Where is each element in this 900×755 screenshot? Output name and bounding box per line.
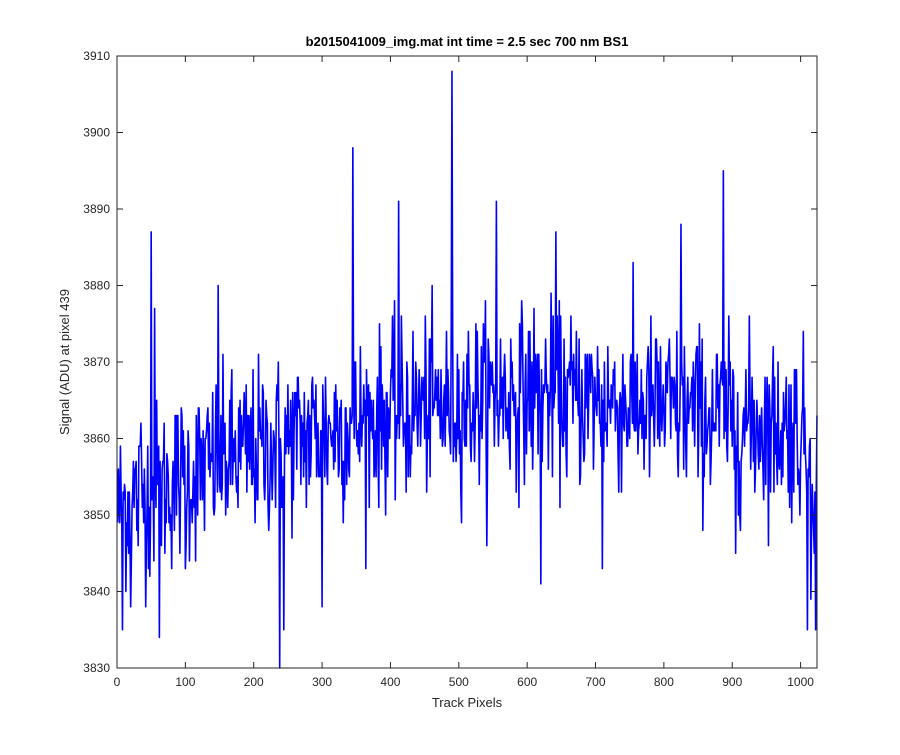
y-tick-label: 3860	[83, 432, 110, 446]
y-axis-label: Signal (ADU) at pixel 439	[57, 289, 72, 435]
x-tick-label: 200	[244, 675, 264, 689]
y-axis-ticks: 3830 3840 3850 3860 3870 3880 3890 3900 3910	[83, 49, 817, 675]
data-layer	[116, 70, 818, 669]
chart-title: b2015041009_img.mat int time = 2.5 sec 7…	[306, 34, 629, 49]
y-tick-label: 3840	[83, 585, 110, 599]
x-tick-label: 300	[312, 675, 332, 689]
x-tick-label: 1000	[787, 675, 814, 689]
x-axis-ticks: 0 100 200 300 400 500 600 700 800 900 1000	[114, 56, 814, 689]
x-axis-label: Track Pixels	[432, 695, 503, 710]
y-tick-label: 3890	[83, 202, 110, 216]
y-tick-label: 3830	[83, 661, 110, 675]
y-tick-label: 3880	[83, 279, 110, 293]
x-tick-label: 0	[114, 675, 121, 689]
x-tick-label: 500	[449, 675, 469, 689]
x-tick-label: 700	[586, 675, 606, 689]
y-tick-label: 3910	[83, 49, 110, 63]
x-tick-label: 600	[517, 675, 537, 689]
y-tick-label: 3900	[83, 126, 110, 140]
series-line	[116, 70, 818, 669]
y-tick-label: 3870	[83, 355, 110, 369]
x-tick-label: 400	[380, 675, 400, 689]
x-tick-label: 900	[722, 675, 742, 689]
x-tick-label: 100	[175, 675, 195, 689]
x-tick-label: 800	[654, 675, 674, 689]
y-tick-label: 3850	[83, 508, 110, 522]
